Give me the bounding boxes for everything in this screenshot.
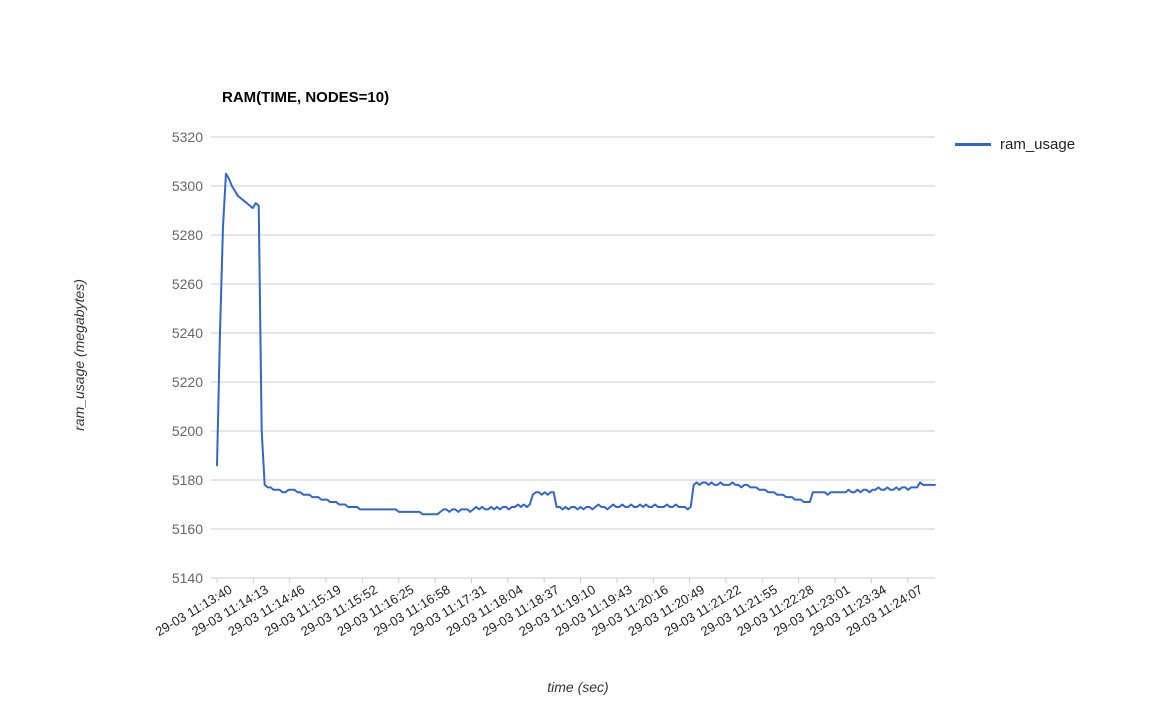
chart-legend: ram_usage xyxy=(955,136,1075,153)
legend-swatch-ram_usage xyxy=(955,143,991,146)
y-tick-label: 5320 xyxy=(172,129,203,145)
legend-label-ram_usage: ram_usage xyxy=(1000,136,1076,153)
y-tick-label: 5260 xyxy=(172,276,203,292)
y-axis-title: ram_usage (megabytes) xyxy=(71,279,87,431)
y-tick-label: 5180 xyxy=(172,472,203,488)
y-tick-label: 5140 xyxy=(172,570,203,586)
series-line-ram_usage xyxy=(216,172,936,516)
x-axis-title: time (sec) xyxy=(547,679,608,695)
y-tick-label: 5240 xyxy=(172,325,203,341)
y-tick-label: 5280 xyxy=(172,227,203,243)
y-tick-label: 5200 xyxy=(172,423,203,439)
y-tick-label: 5300 xyxy=(172,178,203,194)
y-tick-label: 5220 xyxy=(172,374,203,390)
chart-title: RAM(TIME, NODES=10) xyxy=(222,89,390,106)
y-tick-label: 5160 xyxy=(172,521,203,537)
x-axis-tick-marks xyxy=(216,578,909,583)
gridlines xyxy=(211,136,935,579)
y-axis-tick-labels: 5140 5160 5180 5200 5220 5240 5260 5280 5300 5320 xyxy=(172,129,203,586)
